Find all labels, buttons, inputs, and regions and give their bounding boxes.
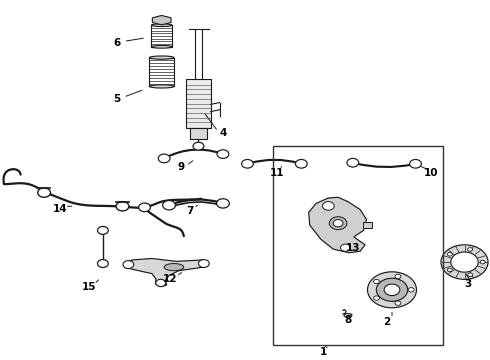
Circle shape (395, 274, 401, 279)
Circle shape (447, 268, 452, 272)
Text: 12: 12 (163, 274, 178, 284)
Circle shape (333, 220, 343, 227)
Text: 4: 4 (219, 128, 227, 138)
Text: 10: 10 (424, 168, 439, 178)
Circle shape (341, 244, 350, 251)
Circle shape (139, 203, 150, 212)
Bar (186, 79, 211, 128)
Circle shape (193, 142, 204, 150)
Polygon shape (152, 15, 171, 25)
Text: 3: 3 (465, 279, 471, 289)
Circle shape (217, 199, 229, 208)
Circle shape (395, 301, 401, 305)
Circle shape (467, 273, 472, 276)
Bar (190, 128, 207, 139)
Text: 13: 13 (345, 243, 360, 253)
Bar (273, 146, 443, 345)
Text: 15: 15 (82, 282, 97, 292)
Circle shape (451, 252, 478, 272)
Polygon shape (125, 258, 205, 287)
Circle shape (98, 226, 108, 234)
Text: 5: 5 (113, 94, 120, 104)
Circle shape (156, 279, 166, 287)
Ellipse shape (164, 264, 184, 271)
Ellipse shape (149, 85, 174, 88)
Ellipse shape (344, 314, 352, 317)
Circle shape (217, 150, 229, 158)
Circle shape (242, 159, 253, 168)
Text: 1: 1 (320, 347, 327, 357)
Text: 2: 2 (384, 317, 391, 327)
Ellipse shape (151, 24, 172, 27)
Circle shape (38, 188, 50, 197)
Circle shape (368, 272, 416, 308)
Circle shape (441, 245, 488, 279)
Circle shape (198, 260, 209, 267)
Circle shape (163, 201, 175, 210)
Text: 14: 14 (52, 204, 67, 214)
Polygon shape (309, 197, 367, 253)
Text: 6: 6 (113, 38, 120, 48)
Circle shape (158, 154, 170, 163)
Circle shape (408, 288, 414, 292)
Circle shape (384, 284, 400, 296)
Text: 7: 7 (186, 206, 194, 216)
Circle shape (480, 260, 485, 264)
Text: 9: 9 (178, 162, 185, 172)
Circle shape (98, 260, 108, 267)
Circle shape (329, 217, 347, 230)
Ellipse shape (149, 56, 174, 59)
Circle shape (410, 159, 421, 168)
Ellipse shape (151, 45, 172, 48)
Circle shape (116, 202, 129, 211)
Circle shape (447, 252, 452, 256)
Bar (363, 222, 372, 228)
Circle shape (373, 296, 379, 300)
Circle shape (123, 261, 134, 269)
Circle shape (467, 248, 472, 251)
Circle shape (295, 159, 307, 168)
Text: 8: 8 (344, 315, 351, 325)
Circle shape (322, 202, 334, 210)
Circle shape (373, 279, 379, 284)
Text: 11: 11 (270, 168, 284, 178)
Circle shape (347, 158, 359, 167)
Circle shape (376, 278, 408, 301)
